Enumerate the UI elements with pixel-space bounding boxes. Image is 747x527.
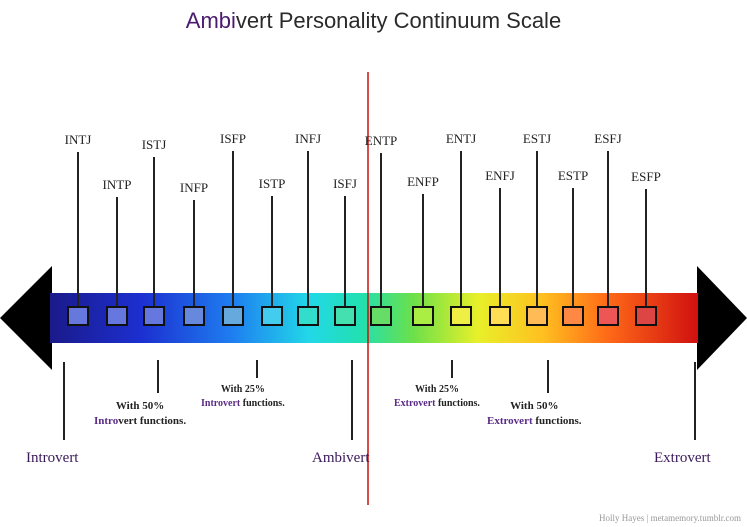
type-label: ENFJ xyxy=(485,168,515,183)
type-label: ESTP xyxy=(557,168,589,183)
type-box xyxy=(526,306,548,326)
note-rest: functions. xyxy=(435,398,480,409)
type-box xyxy=(489,306,511,326)
type-box xyxy=(222,306,244,326)
type-label: ISTP xyxy=(258,176,286,191)
extrovert-50-note: With 50% Extrovert functions. xyxy=(487,399,582,429)
note-rest: vert functions. xyxy=(118,415,187,427)
type-box xyxy=(635,306,657,326)
type-box xyxy=(106,306,128,326)
note-highlight: Introvert xyxy=(201,398,241,409)
introvert-50-note: With 50% Introvert functions. xyxy=(94,399,186,429)
type-label: ESFP xyxy=(631,169,661,184)
type-box xyxy=(597,306,619,326)
type-label: ENTJ xyxy=(445,131,477,146)
page-title: Ambivert Personality Continuum Scale xyxy=(0,8,747,34)
type-label: ESFJ xyxy=(594,131,622,146)
note-rest: functions. xyxy=(532,415,582,427)
note-highlight: Extrovert xyxy=(394,398,436,409)
type-label: ISFJ xyxy=(333,176,357,191)
type-box xyxy=(562,306,584,326)
right-arrowhead xyxy=(697,266,747,370)
credit: Holly Hayes | metamemory.tumblr.com xyxy=(599,513,741,523)
ambivert-label: Ambivert xyxy=(312,450,370,466)
type-label: ESTJ xyxy=(522,131,552,146)
note-line1: With 25% xyxy=(414,384,459,395)
note-highlight: Extrovert xyxy=(487,415,533,427)
left-arrowhead xyxy=(0,266,52,370)
extrovert-25-note: With 25% Extrovert functions. xyxy=(394,383,480,411)
title-accent: Ambi xyxy=(185,8,236,33)
extrovert-label: Extrovert xyxy=(654,450,711,466)
note-line1: With 50% xyxy=(115,400,165,412)
type-box xyxy=(261,306,283,326)
introvert-25-note: With 25% Introvert functions. xyxy=(201,383,285,411)
type-label: ISTJ xyxy=(141,137,167,152)
type-box xyxy=(450,306,472,326)
type-label: INFP xyxy=(179,180,209,195)
type-box xyxy=(183,306,205,326)
type-box xyxy=(297,306,319,326)
type-label: ENFP xyxy=(407,174,439,189)
note-line1: With 50% xyxy=(510,400,559,412)
type-label: INTJ xyxy=(64,132,92,147)
type-label: ENTP xyxy=(364,133,398,148)
type-box xyxy=(67,306,89,326)
type-box xyxy=(334,306,356,326)
note-rest: functions. xyxy=(240,398,285,409)
type-box xyxy=(143,306,165,326)
type-label: INFJ xyxy=(294,131,322,146)
type-label: ISFP xyxy=(219,131,247,146)
title-rest: vert Personality Continuum Scale xyxy=(235,8,562,33)
note-line1: With 25% xyxy=(220,384,265,395)
type-box xyxy=(412,306,434,326)
type-box xyxy=(370,306,392,326)
introvert-label: Introvert xyxy=(26,450,79,466)
note-highlight: Intro xyxy=(94,415,119,427)
type-label: INTP xyxy=(102,177,132,192)
